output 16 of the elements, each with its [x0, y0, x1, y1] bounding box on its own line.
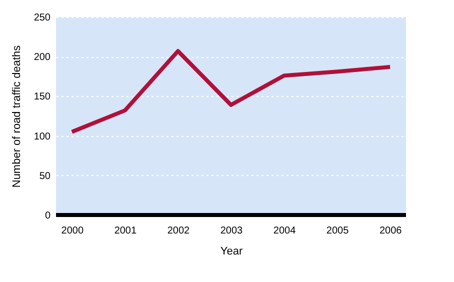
x-tick-label: 2000	[61, 226, 84, 236]
y-tick-label: 50	[39, 170, 51, 182]
x-tick-label: 2004	[273, 226, 296, 236]
x-tick-label: 2006	[379, 226, 402, 236]
x-tick-label: 2001	[114, 226, 137, 236]
x-axis-title: Year	[220, 246, 243, 258]
y-tick-label: 150	[34, 92, 51, 103]
y-tick-label: 200	[34, 52, 51, 64]
x-tick-label: 2003	[220, 226, 244, 236]
x-tick-label: 2005	[326, 226, 350, 236]
y-axis-title: Number of road traffic deaths	[10, 44, 23, 188]
x-tick-label: 2002	[167, 226, 190, 236]
y-tick-label: 0	[44, 210, 51, 222]
y-tick-label: 250	[34, 12, 51, 24]
y-tick-label: 100	[34, 131, 51, 142]
line-series	[70, 49, 392, 134]
